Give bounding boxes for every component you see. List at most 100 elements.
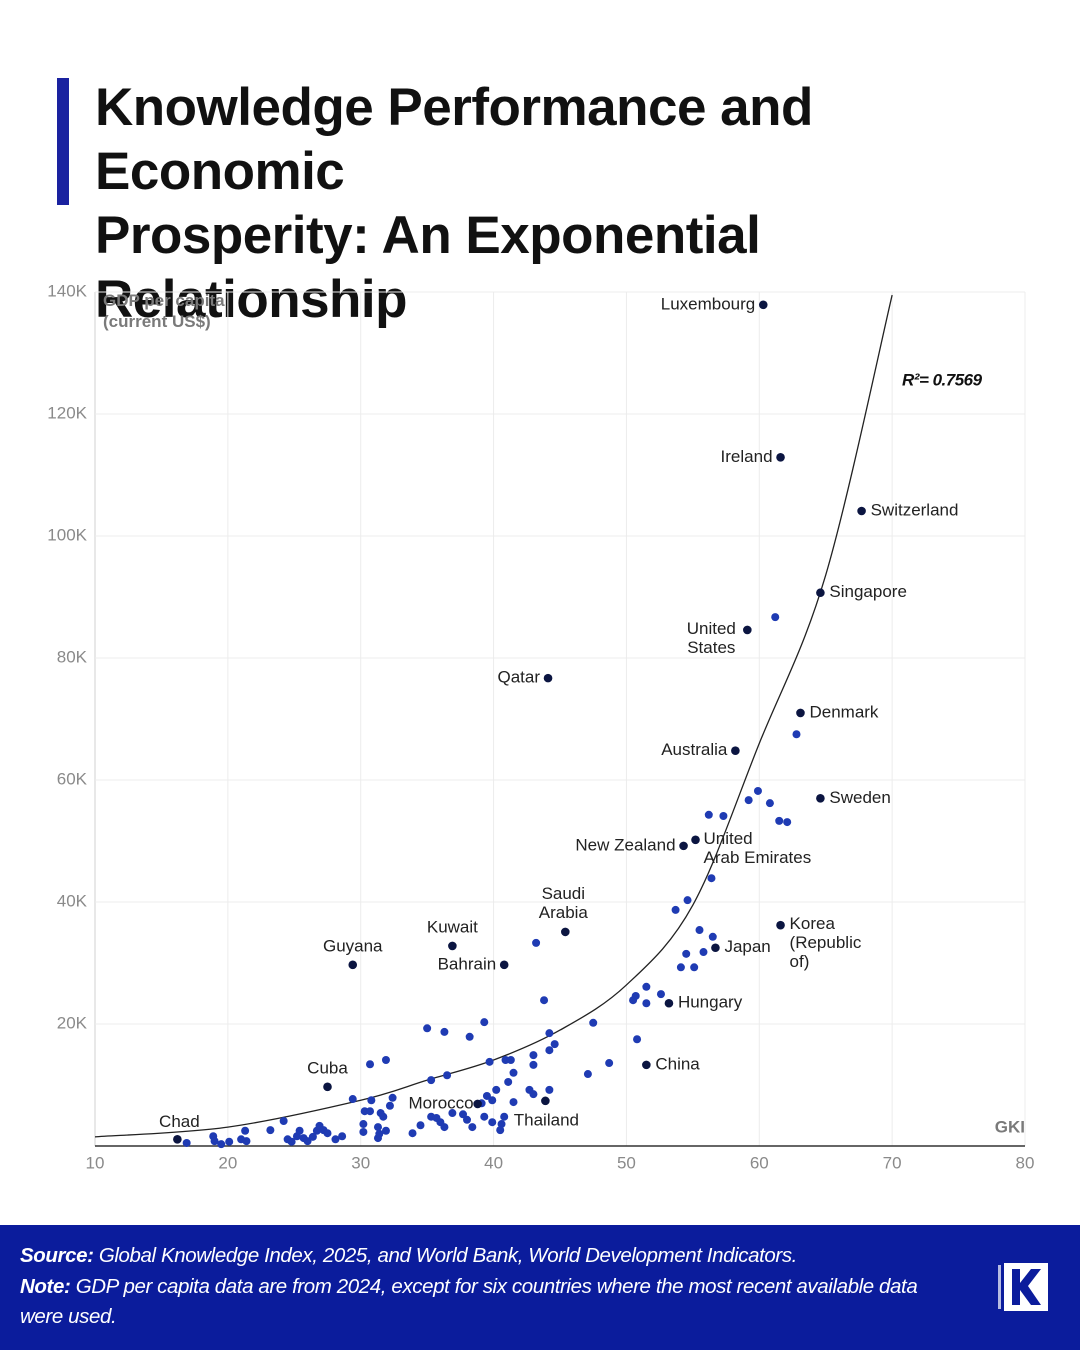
labeled-point xyxy=(499,960,509,970)
point-label: China xyxy=(655,1054,700,1073)
point xyxy=(775,816,784,825)
x-tick-label: 50 xyxy=(617,1153,636,1172)
point xyxy=(540,996,549,1005)
labeled-point xyxy=(664,998,674,1008)
point xyxy=(443,1071,452,1080)
point xyxy=(210,1137,219,1146)
point xyxy=(217,1140,226,1149)
labeled-point xyxy=(711,943,720,953)
x-axis-label: GKI xyxy=(995,1117,1025,1136)
point xyxy=(695,926,704,935)
point xyxy=(331,1135,340,1144)
chart-title: Knowledge Performance and Economic Prosp… xyxy=(95,78,813,329)
point xyxy=(704,810,713,819)
logo-strip xyxy=(998,1265,1001,1309)
labeled-point xyxy=(448,941,457,951)
labeled-point xyxy=(776,453,785,462)
source-text: Global Knowledge Index, 2025, and World … xyxy=(98,1244,798,1267)
labeled-point xyxy=(642,1060,651,1070)
point-label: Chad xyxy=(159,1112,200,1131)
point xyxy=(366,1060,375,1069)
point xyxy=(488,1096,497,1105)
point xyxy=(529,1060,538,1069)
point xyxy=(492,1085,501,1094)
point xyxy=(375,1129,384,1138)
point xyxy=(480,1018,489,1027)
point xyxy=(682,949,691,958)
point xyxy=(671,905,680,914)
point xyxy=(529,1051,538,1060)
point xyxy=(642,999,651,1008)
labeled-point xyxy=(561,927,570,937)
point xyxy=(348,1095,357,1104)
point xyxy=(427,1076,436,1085)
point-label: United States xyxy=(687,619,736,657)
point xyxy=(683,896,692,905)
point xyxy=(550,1040,559,1049)
point xyxy=(482,1091,491,1100)
point-label: Korea (Republic of) xyxy=(790,915,862,972)
logo-k xyxy=(1012,1269,1041,1305)
point-label: Bahrain xyxy=(438,954,497,973)
point xyxy=(792,730,801,739)
point-label: Kuwait xyxy=(427,917,478,936)
point xyxy=(506,1055,515,1064)
labeled-point xyxy=(857,506,866,516)
point xyxy=(589,1018,598,1027)
note-line: Note: GDP per capita data are from 2024,… xyxy=(20,1272,940,1333)
point xyxy=(440,1123,449,1132)
point-label: Qatar xyxy=(498,668,541,687)
point xyxy=(656,990,665,999)
labeled-point xyxy=(541,1096,550,1106)
point-label: Guyana xyxy=(323,936,383,955)
point xyxy=(242,1137,251,1146)
labeled-point xyxy=(691,835,700,845)
note-label: Note: xyxy=(20,1274,71,1298)
point xyxy=(690,963,699,972)
point xyxy=(676,963,685,972)
x-tick-label: 10 xyxy=(86,1153,105,1172)
point xyxy=(642,982,651,991)
point xyxy=(303,1137,312,1146)
point xyxy=(308,1132,317,1141)
point-label: Thailand xyxy=(514,1110,579,1129)
point xyxy=(440,1027,449,1036)
point-label: Switzerland xyxy=(871,500,959,519)
point xyxy=(225,1137,234,1146)
point xyxy=(496,1126,505,1135)
point xyxy=(323,1129,332,1138)
labeled-point xyxy=(348,960,358,970)
x-tick-label: 60 xyxy=(750,1153,769,1172)
point xyxy=(500,1112,509,1121)
point-label: United Arab Emirates xyxy=(704,829,812,867)
point xyxy=(699,948,708,957)
point xyxy=(545,1085,554,1094)
point xyxy=(182,1138,191,1147)
point-label: Hungary xyxy=(678,993,743,1012)
labeled-point xyxy=(743,625,752,635)
title-accent xyxy=(57,78,69,205)
point xyxy=(488,1118,497,1127)
point xyxy=(468,1123,477,1132)
logo xyxy=(998,1263,1048,1311)
point xyxy=(497,1120,506,1129)
x-tick-label: 20 xyxy=(218,1153,237,1172)
point xyxy=(408,1129,417,1138)
labeled-point xyxy=(679,841,688,851)
point-label: Singapore xyxy=(829,582,907,601)
point xyxy=(388,1093,397,1102)
point xyxy=(719,811,728,820)
point xyxy=(707,874,716,883)
labeled-point xyxy=(816,588,825,598)
trendline xyxy=(94,294,893,1138)
x-tick-label: 30 xyxy=(351,1153,370,1172)
source-line: Source: Global Knowledge Index, 2025, an… xyxy=(20,1241,940,1272)
y-tick-label: 60K xyxy=(57,769,88,788)
y-tick-label: 80K xyxy=(57,647,88,666)
y-tick-label: 40K xyxy=(57,891,88,910)
point xyxy=(448,1109,457,1118)
point xyxy=(771,613,780,622)
y-tick-label: 20K xyxy=(57,1013,88,1032)
point xyxy=(744,796,753,805)
point-label: Luxembourg xyxy=(661,294,756,313)
